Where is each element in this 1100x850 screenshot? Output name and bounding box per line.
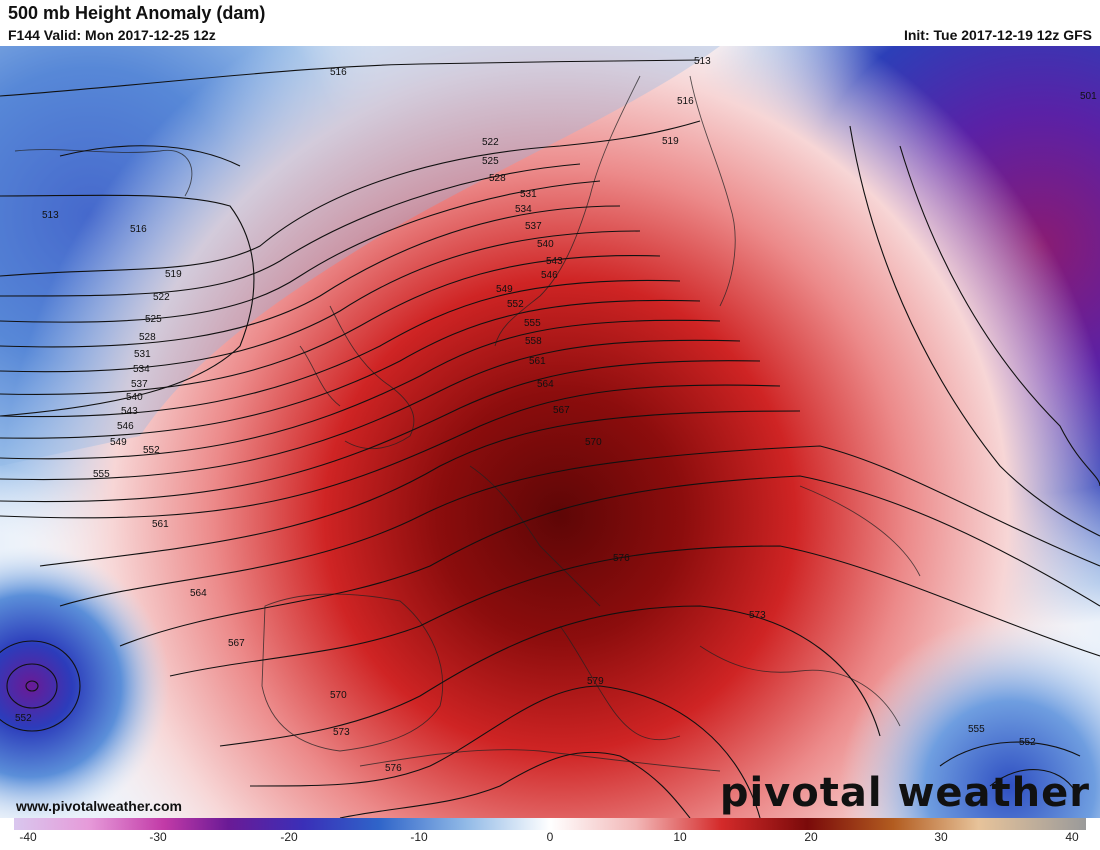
contour-label: 576 [613, 553, 630, 564]
contour-label: 555 [968, 724, 985, 735]
map-header: 500 mb Height Anomaly (dam) F144 Valid: … [0, 0, 1100, 46]
init-time: Init: Tue 2017-12-19 12z GFS [903, 27, 1092, 43]
contour-label: 516 [677, 96, 694, 107]
valid-time: F144 Valid: Mon 2017-12-25 12z [8, 27, 216, 43]
contour-label: 561 [152, 519, 169, 530]
contour-label: 549 [110, 437, 127, 448]
contour-label: 516 [330, 67, 347, 78]
contour-label: 564 [537, 379, 554, 390]
contour-label: 537 [525, 221, 542, 232]
contour-labels: 516 513 516 519 513 516 519 522 525 528 … [15, 56, 1097, 774]
contour-label: 531 [520, 189, 537, 200]
contour-label: 531 [134, 349, 151, 360]
contour-label: 567 [228, 638, 245, 649]
contour-label: 546 [117, 421, 134, 432]
contour-label: 513 [42, 210, 59, 221]
contour-label: 522 [482, 137, 499, 148]
contour-label: 579 [587, 676, 604, 687]
colorbar-tick: -20 [280, 830, 298, 844]
contour-label: 519 [662, 136, 679, 147]
contour-label: 546 [541, 270, 558, 281]
contour-label: 513 [694, 56, 711, 67]
height-contours [0, 59, 1100, 818]
colorbar [14, 818, 1086, 830]
contour-label: 528 [139, 332, 156, 343]
contour-label: 576 [385, 763, 402, 774]
contour-label: 567 [553, 405, 570, 416]
colorbar-tick: 30 [934, 830, 948, 844]
colorbar-tick: -40 [19, 830, 37, 844]
anomaly-map: 516 513 516 519 513 516 519 522 525 528 … [0, 46, 1100, 818]
contour-label: 537 [131, 379, 148, 390]
contour-label: 552 [507, 299, 524, 310]
map-canvas: 516 513 516 519 513 516 519 522 525 528 … [0, 46, 1100, 818]
contour-label: 519 [165, 269, 182, 280]
contour-label: 573 [749, 610, 766, 621]
contour-label: 558 [525, 336, 542, 347]
colorbar-tick: 20 [804, 830, 818, 844]
contour-label: 540 [537, 239, 554, 250]
contour-label: 570 [330, 690, 347, 701]
contour-label: 573 [333, 727, 350, 738]
colorbar-tick: -30 [149, 830, 167, 844]
colorbar-gradient [14, 818, 1086, 830]
contour-label: 528 [489, 173, 506, 184]
contour-label: 552 [143, 445, 160, 456]
contour-label: 534 [515, 204, 532, 215]
contour-label: 555 [93, 469, 110, 480]
contour-label: 561 [529, 356, 546, 367]
website-credit: www.pivotalweather.com [16, 798, 182, 814]
map-title: 500 mb Height Anomaly (dam) [8, 3, 266, 23]
contour-label: 555 [524, 318, 541, 329]
colorbar-labels: -40 -30 -20 -10 0 10 20 30 40 [0, 830, 1100, 848]
contour-label: 525 [482, 156, 499, 167]
contour-label: 552 [1019, 737, 1036, 748]
contour-label: 564 [190, 588, 207, 599]
contour-label: 522 [153, 292, 170, 303]
contour-label: 543 [121, 406, 138, 417]
contour-label: 501 [1080, 91, 1097, 102]
contour-label: 552 [15, 713, 32, 724]
contour-label: 516 [130, 224, 147, 235]
coastlines [14, 75, 921, 772]
contour-label: 570 [585, 437, 602, 448]
colorbar-tick: -10 [410, 830, 428, 844]
colorbar-tick: 40 [1065, 830, 1079, 844]
colorbar-tick: 10 [673, 830, 687, 844]
brand-logo: pivotal weather [719, 770, 1090, 816]
colorbar-tick: 0 [546, 830, 554, 844]
contour-label: 534 [133, 364, 150, 375]
contour-label: 540 [126, 392, 143, 403]
contour-label: 549 [496, 284, 513, 295]
contour-label: 543 [546, 256, 563, 267]
contour-label: 525 [145, 314, 162, 325]
